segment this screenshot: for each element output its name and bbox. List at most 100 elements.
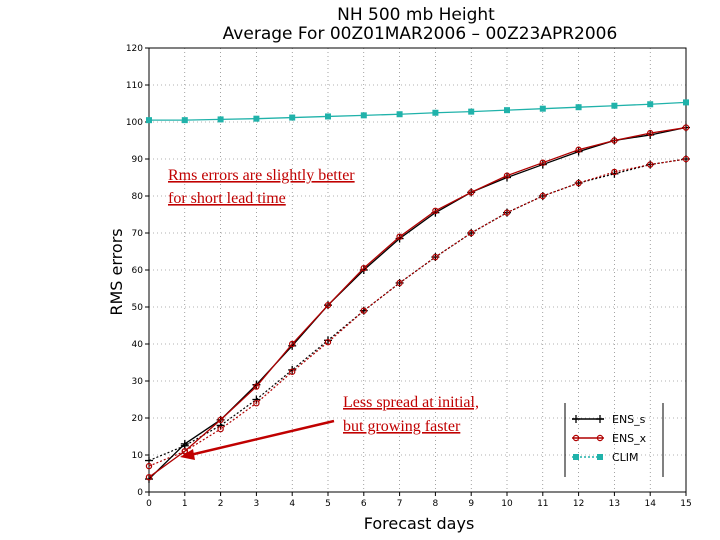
data-point bbox=[610, 169, 619, 178]
x-tick-label: 8 bbox=[433, 499, 439, 509]
data-point bbox=[360, 307, 367, 314]
legend-item-clim: CLIM bbox=[572, 451, 639, 464]
annotations: Rms errors are slightly better for short… bbox=[168, 167, 479, 460]
data-point bbox=[396, 111, 403, 118]
series-clim-solid bbox=[146, 99, 689, 124]
y-tick-label: 80 bbox=[132, 192, 144, 202]
y-tick-label: 30 bbox=[132, 377, 144, 387]
data-point bbox=[538, 160, 547, 169]
data-point bbox=[468, 229, 475, 237]
y-tick-label: 0 bbox=[137, 488, 143, 498]
data-point bbox=[468, 189, 475, 196]
series-line bbox=[148, 126, 687, 478]
data-point bbox=[325, 113, 331, 120]
data-point bbox=[289, 114, 296, 121]
data-point bbox=[145, 462, 153, 470]
legend-marker bbox=[596, 434, 604, 442]
data-point bbox=[145, 474, 153, 481]
annotation-arrow bbox=[189, 419, 335, 457]
x-tick-label: 2 bbox=[218, 499, 224, 509]
y-tick-label: 120 bbox=[126, 44, 143, 54]
legend-label: ENS_x bbox=[612, 432, 647, 445]
y-tick-label: 10 bbox=[132, 451, 144, 461]
data-point bbox=[146, 117, 152, 124]
data-point bbox=[432, 207, 439, 214]
data-point bbox=[575, 179, 582, 187]
data-point bbox=[181, 448, 188, 455]
data-point bbox=[574, 147, 583, 156]
data-point bbox=[683, 99, 689, 106]
data-point bbox=[145, 475, 153, 484]
x-tick-label: 10 bbox=[501, 499, 513, 509]
data-point bbox=[611, 137, 618, 144]
data-point bbox=[682, 155, 690, 163]
data-point bbox=[180, 439, 189, 448]
data-point bbox=[468, 108, 475, 115]
data-point bbox=[289, 368, 296, 375]
data-point bbox=[324, 338, 332, 346]
legend-item-ens_s: ENS_s bbox=[572, 413, 646, 426]
chart-subtitle: Average For 00Z01MAR2006 – 00Z23APR2006 bbox=[223, 24, 618, 44]
data-point bbox=[539, 105, 546, 112]
data-point bbox=[647, 161, 654, 168]
data-point bbox=[396, 279, 403, 287]
y-tick-label: 60 bbox=[132, 266, 144, 276]
data-point bbox=[432, 109, 439, 116]
x-tick-label: 4 bbox=[289, 499, 295, 509]
data-point bbox=[360, 264, 367, 272]
data-point bbox=[682, 124, 690, 131]
y-tick-label: 50 bbox=[132, 303, 144, 313]
data-point bbox=[647, 101, 654, 108]
data-point bbox=[217, 416, 224, 424]
x-tick-label: 13 bbox=[609, 499, 620, 509]
data-point bbox=[360, 112, 367, 119]
y-tick-label: 40 bbox=[132, 340, 144, 350]
data-point bbox=[324, 301, 332, 309]
data-point bbox=[253, 383, 260, 390]
data-point bbox=[646, 130, 655, 139]
data-point bbox=[611, 102, 618, 109]
data-point bbox=[217, 116, 224, 123]
y-tick-label: 20 bbox=[132, 414, 144, 424]
data-point bbox=[539, 192, 547, 200]
x-tick-label: 0 bbox=[146, 499, 152, 509]
y-axis-label: RMS errors bbox=[107, 228, 126, 315]
legend-marker bbox=[572, 415, 580, 423]
data-point bbox=[503, 209, 511, 216]
data-point bbox=[288, 365, 297, 374]
series-line bbox=[149, 101, 687, 121]
x-tick-label: 15 bbox=[680, 499, 691, 509]
x-tick-label: 9 bbox=[468, 499, 474, 509]
data-point bbox=[252, 395, 261, 404]
data-point bbox=[253, 400, 260, 407]
legend-label: ENS_s bbox=[612, 413, 646, 426]
legend-marker bbox=[597, 454, 603, 460]
series-line bbox=[148, 158, 687, 467]
y-tick-label: 70 bbox=[132, 229, 144, 239]
series-line bbox=[148, 126, 687, 480]
x-tick-label: 7 bbox=[397, 499, 403, 509]
data-point bbox=[539, 159, 547, 166]
series-layer bbox=[145, 99, 690, 484]
annotation-arrowhead bbox=[180, 449, 195, 460]
legend-marker bbox=[572, 434, 580, 442]
data-point bbox=[575, 104, 582, 111]
series-ens_x-solid bbox=[145, 124, 690, 481]
legend-label: CLIM bbox=[612, 451, 639, 464]
x-tick-label: 14 bbox=[644, 499, 656, 509]
data-point bbox=[503, 172, 511, 179]
data-point bbox=[289, 340, 296, 348]
y-tick-label: 100 bbox=[126, 118, 143, 128]
x-tick-label: 1 bbox=[182, 499, 188, 509]
x-tick-label: 11 bbox=[537, 499, 548, 509]
legend-item-ens_x: ENS_x bbox=[572, 432, 647, 445]
annotation-1-line-1: Rms errors are slightly better bbox=[168, 167, 355, 184]
data-point bbox=[611, 168, 618, 176]
x-tick-label: 6 bbox=[361, 499, 367, 509]
legend: ENS_s ENS_x CLIM bbox=[564, 403, 664, 477]
annotation-2-line-1: Less spread at initial, bbox=[343, 394, 479, 411]
grid bbox=[149, 48, 686, 492]
data-point bbox=[504, 107, 510, 114]
x-tick-label: 5 bbox=[325, 499, 331, 509]
